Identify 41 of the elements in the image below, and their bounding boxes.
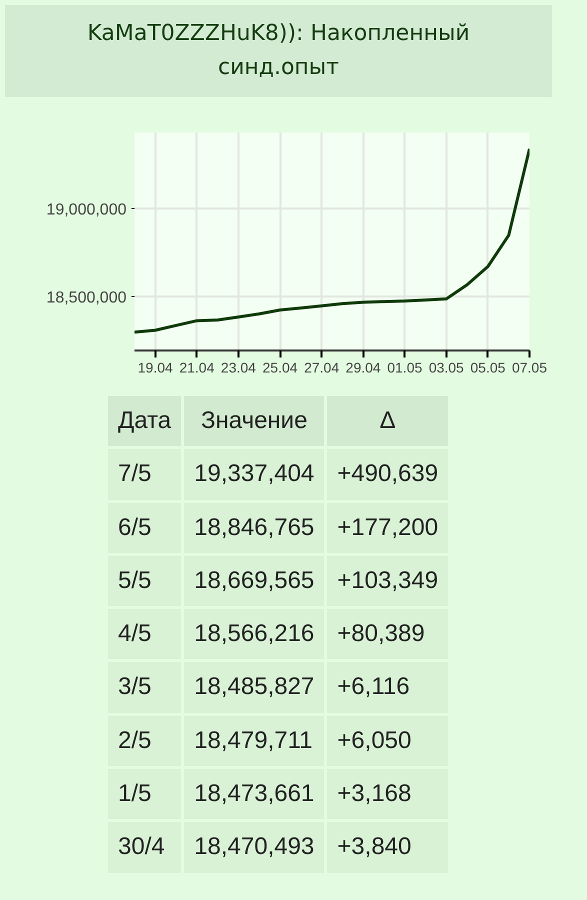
text: 18,846,765 xyxy=(184,502,324,553)
x-tick-label: 03.05 xyxy=(428,360,464,376)
text: 18,485,827 xyxy=(184,662,324,713)
x-tick-label: 29.04 xyxy=(346,360,381,376)
text: 18,566,216 xyxy=(184,609,324,660)
text: +490,639 xyxy=(327,449,448,500)
text: Значение xyxy=(184,396,324,446)
text: 7/5 xyxy=(108,449,182,500)
x-tick-label: 21.04 xyxy=(179,360,215,376)
text: 19,337,404 xyxy=(184,449,324,500)
text: Дата xyxy=(108,396,182,446)
text: 18,669,565 xyxy=(184,556,324,606)
x-tick-label: 05.05 xyxy=(470,360,506,376)
chart-title: KaMaT0ZZZHuK8)): Накопленный синд.опыт xyxy=(5,5,552,97)
line-series xyxy=(134,147,530,334)
text: 4/5 xyxy=(108,609,182,660)
text: 18,470,493 xyxy=(184,822,324,873)
text: +3,168 xyxy=(327,768,448,820)
text: 3/5 xyxy=(108,662,182,713)
text: 1/5 xyxy=(108,768,182,820)
text: +177,200 xyxy=(327,502,448,553)
text: 18,479,711 xyxy=(184,716,324,766)
x-tick-label: 01.05 xyxy=(387,360,422,376)
text: Δ xyxy=(327,396,448,446)
text: 18,473,661 xyxy=(184,768,324,820)
x-tick-label: 23.04 xyxy=(220,360,256,376)
text: +80,389 xyxy=(327,609,448,660)
x-tick-label: 25.04 xyxy=(262,360,298,376)
text: +6,116 xyxy=(327,662,448,713)
x-tick-label: 07.05 xyxy=(512,360,548,376)
text: 30/4 xyxy=(108,822,182,873)
text: 6/5 xyxy=(108,502,182,553)
x-tick-label: 27.04 xyxy=(304,360,340,376)
text: +6,050 xyxy=(327,716,448,766)
x-tick-label: 19.04 xyxy=(138,360,174,376)
y-tick-label: 18,500,000 xyxy=(46,289,127,306)
text: +103,349 xyxy=(327,556,448,606)
y-tick-label: 19,000,000 xyxy=(46,201,127,218)
text: +3,840 xyxy=(327,822,448,873)
text: 5/5 xyxy=(108,556,182,606)
text: 2/5 xyxy=(108,716,182,766)
